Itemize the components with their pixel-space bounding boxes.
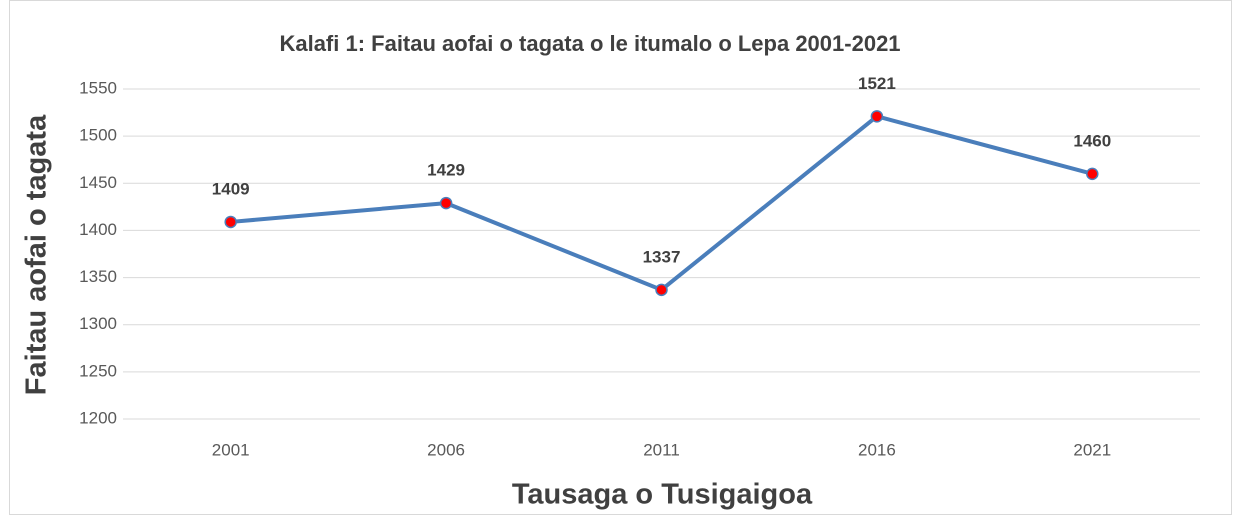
chart-title: Kalafi 1: Faitau aofai o tagata o le itu… bbox=[279, 31, 900, 56]
data-label: 1460 bbox=[1073, 131, 1111, 150]
data-label: 1521 bbox=[858, 74, 896, 93]
data-label: 1429 bbox=[427, 161, 465, 180]
x-tick-label: 2006 bbox=[427, 440, 465, 459]
x-tick-label: 2021 bbox=[1073, 440, 1111, 459]
marker bbox=[870, 110, 884, 123]
chart-border bbox=[9, 0, 1232, 515]
y-tick-label: 1200 bbox=[79, 408, 117, 427]
marker bbox=[1086, 167, 1099, 181]
x-axis-label: Tausaga o Tusigaigoa bbox=[512, 479, 813, 511]
data-label: 1337 bbox=[643, 247, 681, 266]
y-tick-label: 1500 bbox=[79, 126, 117, 145]
y-tick-label: 1250 bbox=[79, 361, 117, 380]
y-axis-label: Faitau aofai o tagata bbox=[21, 114, 53, 395]
x-tick-label: 2016 bbox=[858, 440, 896, 459]
data-label: 1409 bbox=[212, 179, 250, 198]
x-tick-label: 2011 bbox=[643, 440, 680, 459]
y-tick-label: 1350 bbox=[79, 267, 117, 286]
y-tick-label: 1550 bbox=[79, 78, 117, 97]
marker bbox=[439, 196, 453, 210]
marker bbox=[655, 283, 668, 297]
y-tick-label: 1450 bbox=[79, 173, 117, 192]
y-tick-label: 1400 bbox=[79, 220, 117, 239]
marker bbox=[224, 215, 237, 229]
x-tick-label: 2001 bbox=[212, 440, 250, 459]
y-tick-label: 1300 bbox=[79, 314, 117, 333]
